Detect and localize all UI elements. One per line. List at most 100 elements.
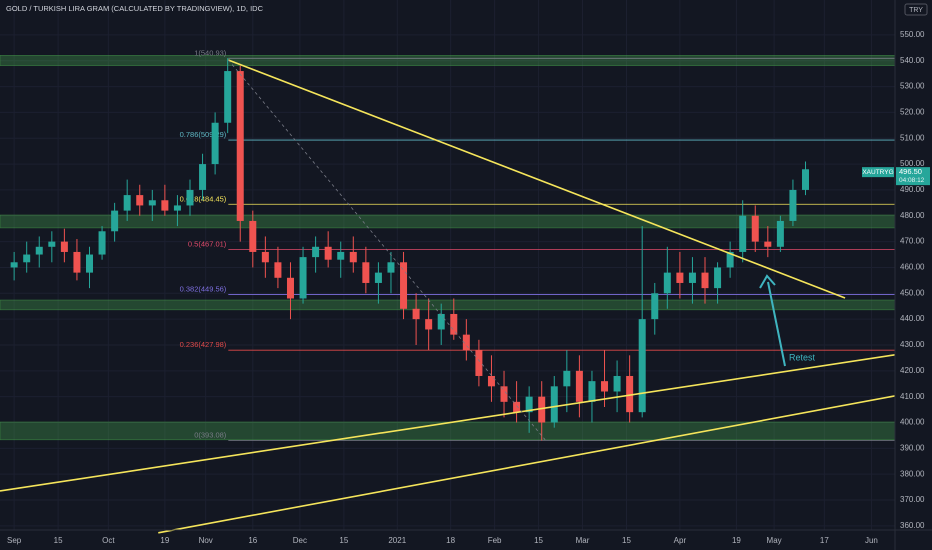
candle-body [538, 396, 546, 423]
fib-label: 0(393.08) [194, 430, 227, 439]
x-tick-label: 16 [248, 536, 257, 545]
trendline [0, 354, 896, 492]
candle-body [437, 313, 445, 330]
y-tick-label: 540.00 [900, 56, 925, 65]
candle-body [173, 205, 181, 211]
candle-body [299, 257, 307, 299]
candle-body [161, 200, 169, 211]
currency: TRY [909, 7, 923, 14]
candle-body [475, 350, 483, 376]
price-box [896, 167, 930, 186]
candle-body [324, 246, 332, 260]
x-tick-label: Nov [199, 536, 213, 545]
x-tick-label: 15 [534, 536, 543, 545]
candle-body [575, 370, 583, 402]
y-tick-label: 490.00 [900, 185, 925, 194]
x-tick-label: 18 [446, 536, 455, 545]
candle-body [337, 251, 345, 260]
y-tick-label: 430.00 [900, 340, 925, 349]
candle-body [450, 313, 458, 335]
trendline [227, 59, 546, 441]
x-tick-label: 2021 [388, 536, 406, 545]
x-tick-label: 19 [160, 536, 169, 545]
y-tick-label: 500.00 [900, 159, 925, 168]
fib-label: 0.786(509.29) [180, 130, 227, 139]
trendline [158, 395, 896, 534]
x-tick-label: Apr [674, 536, 687, 545]
x-tick-label: Oct [102, 536, 115, 545]
candle-body [751, 215, 759, 242]
fib-label: 0.382(449.56) [180, 284, 227, 293]
candle-body [400, 262, 408, 309]
candle-body [349, 251, 357, 263]
arrow-head [759, 274, 776, 289]
candle-body [48, 241, 56, 247]
candle-body [136, 195, 144, 206]
y-tick-label: 400.00 [900, 418, 925, 427]
candle-body [312, 246, 320, 258]
candle-body [701, 272, 709, 289]
candle-body [676, 272, 684, 283]
zone [0, 54, 896, 66]
y-tick-label: 390.00 [900, 443, 925, 452]
candle-body [362, 262, 370, 283]
candle-body [387, 262, 395, 273]
countdown: 04:08:12 [899, 177, 925, 184]
x-tick-label: Dec [293, 536, 307, 545]
candle-body [199, 164, 207, 190]
y-tick-label: 410.00 [900, 392, 925, 401]
candle-body [23, 254, 31, 263]
candle-body [186, 189, 194, 206]
x-tick-label: Feb [488, 536, 502, 545]
x-tick-label: Jun [865, 536, 878, 545]
candle-body [98, 231, 106, 255]
candle-body [236, 71, 244, 221]
candle-body [211, 122, 219, 165]
x-tick-label: Sep [7, 536, 22, 545]
candle-body [714, 267, 722, 289]
y-tick-label: 440.00 [900, 314, 925, 323]
candle-body [35, 246, 43, 255]
y-tick-label: 520.00 [900, 108, 925, 117]
candle-body [500, 386, 508, 402]
candle-body [525, 396, 533, 413]
x-tick-label: 15 [622, 536, 631, 545]
candle-body [726, 251, 734, 268]
candle-body [261, 251, 269, 263]
x-tick-label: Mar [576, 536, 590, 545]
fib-label: 1(540.93) [194, 48, 227, 57]
candle-body [513, 401, 521, 413]
candle-body [123, 195, 131, 211]
y-tick-label: 380.00 [900, 469, 925, 478]
candle-body [487, 375, 495, 387]
candle-body [764, 241, 772, 247]
zone [0, 421, 896, 441]
x-tick-label: 19 [732, 536, 741, 545]
candle-body [563, 370, 571, 387]
candle-body [10, 262, 18, 268]
y-tick-label: 360.00 [900, 521, 925, 530]
candle-body [462, 334, 470, 351]
zone [0, 214, 896, 229]
candle-body [111, 210, 119, 232]
symbol-box [862, 167, 894, 178]
candle-body [776, 220, 784, 247]
x-tick-label: May [767, 536, 782, 545]
candle-body [550, 386, 558, 423]
y-tick-label: 450.00 [900, 288, 925, 297]
candle-body [651, 293, 659, 320]
candle-body [224, 71, 232, 123]
fib-label: 0.5(467.01) [188, 239, 227, 248]
y-tick-label: 530.00 [900, 82, 925, 91]
candle-body [626, 375, 634, 413]
candle-body [588, 381, 596, 402]
candle-body [86, 254, 93, 273]
candle-body [613, 375, 621, 392]
price-axis-bg [895, 0, 932, 550]
candle-body [425, 319, 433, 330]
candle-body [789, 189, 797, 221]
candle-body [148, 200, 156, 206]
candle-body [412, 308, 420, 320]
candle-body [739, 215, 747, 252]
y-tick-label: 460.00 [900, 263, 925, 272]
